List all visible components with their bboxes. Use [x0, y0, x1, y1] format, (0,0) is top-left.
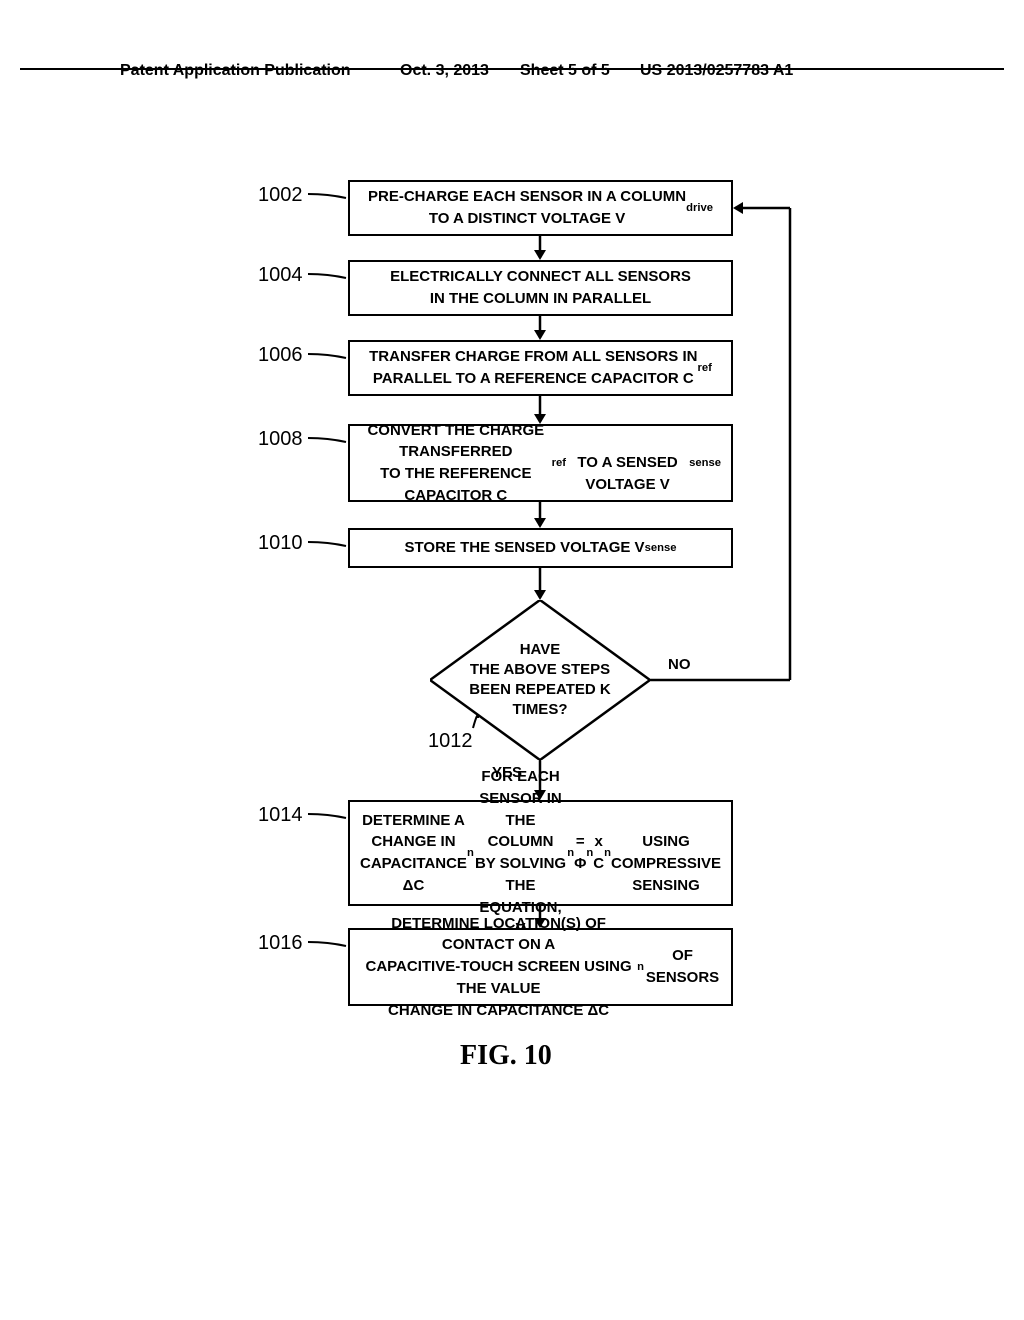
flow-step-1010: STORE THE SENSED VOLTAGE Vsense	[348, 528, 733, 568]
flow-step-1014: DETERMINE A CHANGE IN CAPACITANCEΔCn FOR…	[348, 800, 733, 906]
header-date: Oct. 3, 2013	[400, 62, 489, 80]
step-label-1016: 1016	[258, 932, 303, 955]
flow-step-1002: PRE-CHARGE EACH SENSOR IN A COLUMNTO A D…	[348, 180, 733, 236]
header-pubnum: US 2013/0257783 A1	[640, 62, 793, 80]
step-label-1010: 1010	[258, 532, 303, 555]
page-header: Patent Application Publication Oct. 3, 2…	[20, 62, 1004, 70]
step-label-1014: 1014	[258, 804, 303, 827]
edge-label-yes: YES	[492, 764, 522, 781]
flow-step-1016: DETERMINE LOCATION(S) OF CONTACT ON ACAP…	[348, 928, 733, 1006]
step-label-1004: 1004	[258, 264, 303, 287]
flow-step-1008: CONVERT THE CHARGE TRANSFERREDTO THE REF…	[348, 424, 733, 502]
step-label-1008: 1008	[258, 428, 303, 451]
step-label-1006: 1006	[258, 344, 303, 367]
flow-step-1006: TRANSFER CHARGE FROM ALL SENSORS INPARAL…	[348, 340, 733, 396]
header-sheet: Sheet 5 of 5	[520, 62, 610, 80]
step-label-1012: 1012	[428, 730, 473, 753]
step-label-1002: 1002	[258, 184, 303, 207]
edge-label-no: NO	[668, 656, 691, 673]
figure-caption: FIG. 10	[460, 1040, 552, 1072]
header-publication: Patent Application Publication	[120, 62, 351, 80]
flow-step-1004: ELECTRICALLY CONNECT ALL SENSORSIN THE C…	[348, 260, 733, 316]
